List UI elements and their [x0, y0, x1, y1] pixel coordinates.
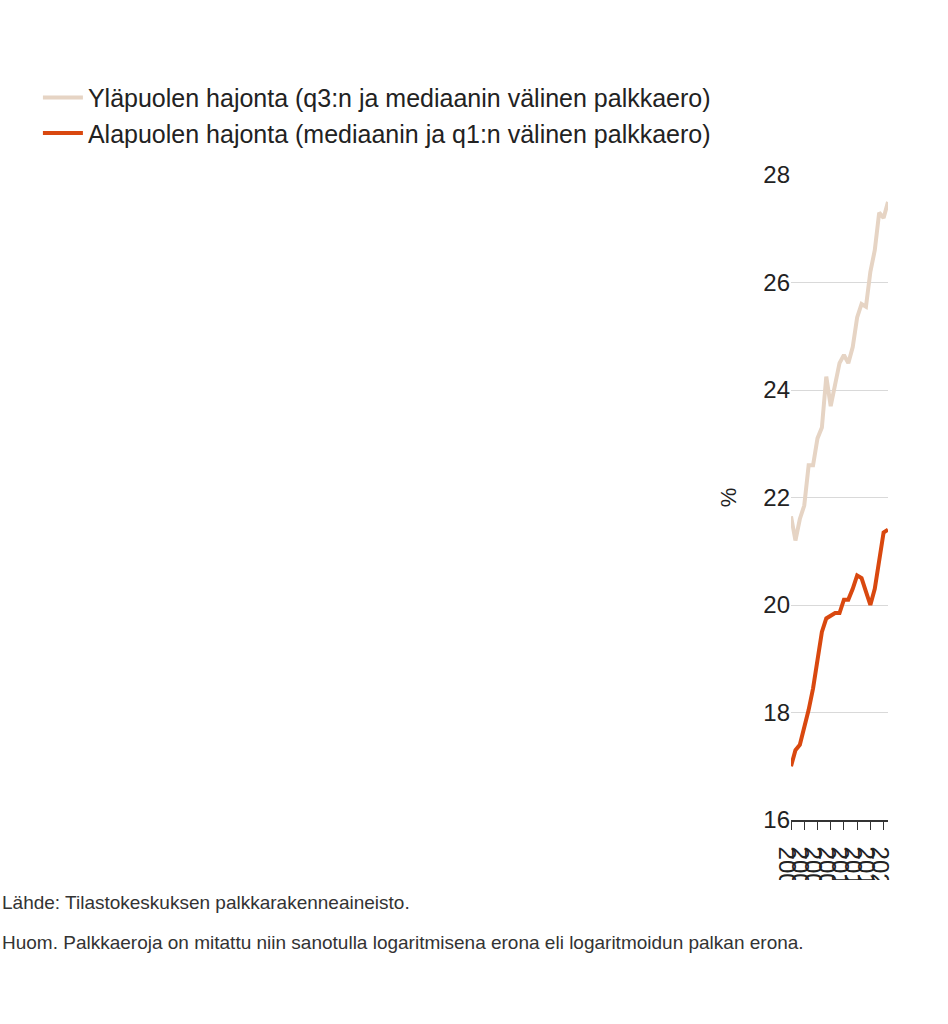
- html-text:Lähde: Tilastokeskuksen palkka: Lähde: Tilastokeskuksen palkkarakenneain…: [2, 892, 410, 913]
- svg-text:2000: 2000: [774, 847, 801, 880]
- svg-text:22: 22: [763, 484, 790, 511]
- svg-text:2012: 2012: [827, 847, 854, 880]
- svg-text:2006: 2006: [800, 847, 827, 880]
- svg-text:Yläpuolen hajonta (q3:n ja med: Yläpuolen hajonta (q3:n ja mediaanin väl…: [88, 84, 711, 112]
- svg-text:Alapuolen hajonta (mediaanin j: Alapuolen hajonta (mediaanin ja q1:n väl…: [88, 120, 711, 148]
- svg-text:24: 24: [763, 376, 790, 403]
- svg-text:2021: 2021: [867, 847, 894, 880]
- svg-text:20: 20: [763, 591, 790, 618]
- svg-text:26: 26: [763, 269, 790, 296]
- svg-text:%: %: [716, 488, 741, 508]
- html-text:Huom. Palkkaeroja on mitattu n: Huom. Palkkaeroja on mitattu niin sanotu…: [2, 931, 804, 953]
- svg-text:2015: 2015: [840, 847, 867, 880]
- svg-text:2009: 2009: [814, 847, 841, 880]
- svg-text:18: 18: [763, 699, 790, 726]
- svg-text:16: 16: [763, 806, 790, 833]
- svg-text:28: 28: [763, 161, 790, 188]
- svg-text:2003: 2003: [787, 847, 814, 880]
- svg-text:2018: 2018: [853, 847, 880, 880]
